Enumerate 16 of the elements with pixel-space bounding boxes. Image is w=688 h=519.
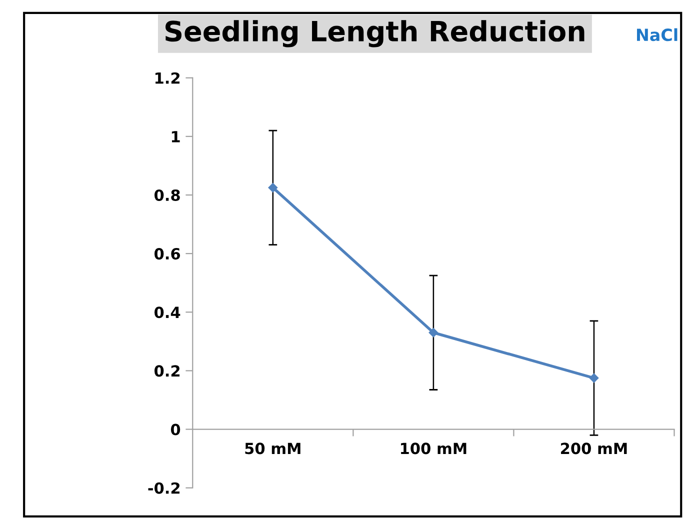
- y-tick-label: 1: [172, 131, 180, 142]
- y-tick-label: 0.2: [154, 365, 180, 377]
- x-tick-label: 200 mM: [561, 442, 627, 454]
- x-tick-label: 100 mM: [400, 442, 466, 454]
- y-tick-label: -0.2: [148, 482, 180, 494]
- y-tick-label: 0.6: [154, 248, 180, 260]
- y-tick-label: 1.2: [155, 72, 180, 84]
- text: NaCl: [637, 28, 678, 42]
- point: [589, 373, 599, 383]
- y-tick-label: 0.8: [154, 189, 180, 202]
- chart-title: Seedling Length Reduction: [166, 20, 584, 48]
- x-tick-label: 50 mM: [245, 442, 300, 454]
- point: [268, 183, 278, 192]
- point: [428, 328, 438, 338]
- y-tick-label: 0.4: [154, 306, 180, 318]
- y-tick-label: 0: [170, 424, 180, 436]
